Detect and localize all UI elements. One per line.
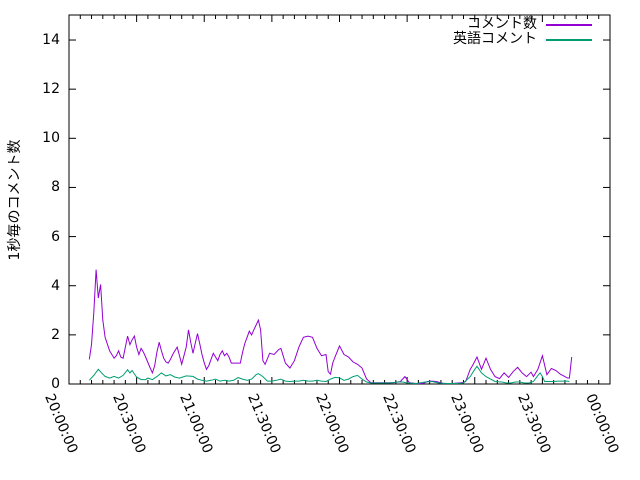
y-tick-label: 10 [42, 130, 60, 147]
y-tick-label: 0 [51, 376, 60, 392]
legend-entry-english-comments: 英語コメント [453, 32, 592, 47]
legend-line-sample-comments [546, 23, 592, 26]
y-axis-label: 1秒毎のコメント数 [7, 139, 23, 261]
y-tick-label: 6 [51, 228, 60, 245]
legend: コメント数 英語コメント [453, 17, 592, 47]
legend-entry-comments: コメント数 [453, 17, 592, 32]
y-tick-label: 4 [51, 277, 60, 294]
y-tick-label: 8 [51, 179, 60, 196]
legend-label-english-comments: 英語コメント [453, 31, 537, 47]
y-tick-label: 12 [42, 81, 60, 98]
series-line-0 [88, 269, 573, 384]
legend-line-sample-english-comments [546, 38, 592, 41]
y-tick-label: 14 [42, 32, 60, 49]
y-tick-label: 2 [51, 326, 60, 343]
series-line-1 [88, 365, 570, 385]
plot-border [68, 14, 611, 385]
legend-label-comments: コメント数 [467, 16, 537, 32]
